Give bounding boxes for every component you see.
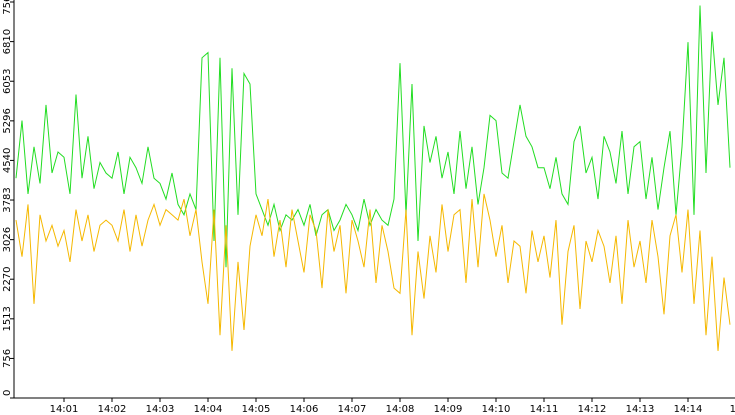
x-tick-label: 14:09 xyxy=(434,404,463,415)
x-tick-label: 14:04 xyxy=(194,404,223,415)
x-tick-label: 14:03 xyxy=(146,404,175,415)
y-tick-label: 2270 xyxy=(2,266,13,291)
y-tick-label: 6053 xyxy=(2,69,13,94)
y-tick-label: 0 xyxy=(2,390,13,396)
x-tick-label: 14 xyxy=(730,404,735,415)
series-line xyxy=(15,5,731,268)
y-tick-label: 7567 xyxy=(2,0,13,15)
x-tick-label: 14:05 xyxy=(242,404,271,415)
x-tick-label: 14:07 xyxy=(338,404,367,415)
y-tick-label: 6810 xyxy=(2,29,13,54)
y-tick-label: 1513 xyxy=(2,306,13,331)
y-tick-label: 3026 xyxy=(2,227,13,252)
series-line xyxy=(15,193,731,351)
x-tick-label: 14:02 xyxy=(98,404,127,415)
x-tick-label: 14:06 xyxy=(290,404,319,415)
y-tick-label: 4540 xyxy=(2,148,13,173)
x-tick-label: 14:10 xyxy=(482,404,511,415)
x-tick-label: 14:14 xyxy=(674,404,703,415)
x-tick-label: 14:08 xyxy=(386,404,415,415)
y-tick-label: 3783 xyxy=(2,187,13,212)
x-tick-label: 14:13 xyxy=(626,404,655,415)
y-tick-label: 5296 xyxy=(2,108,13,133)
x-tick-label: 14:11 xyxy=(530,404,559,415)
x-tick-label: 14:12 xyxy=(578,404,607,415)
x-tick-label: 14:01 xyxy=(50,404,79,415)
y-tick-label: 756 xyxy=(2,349,13,368)
